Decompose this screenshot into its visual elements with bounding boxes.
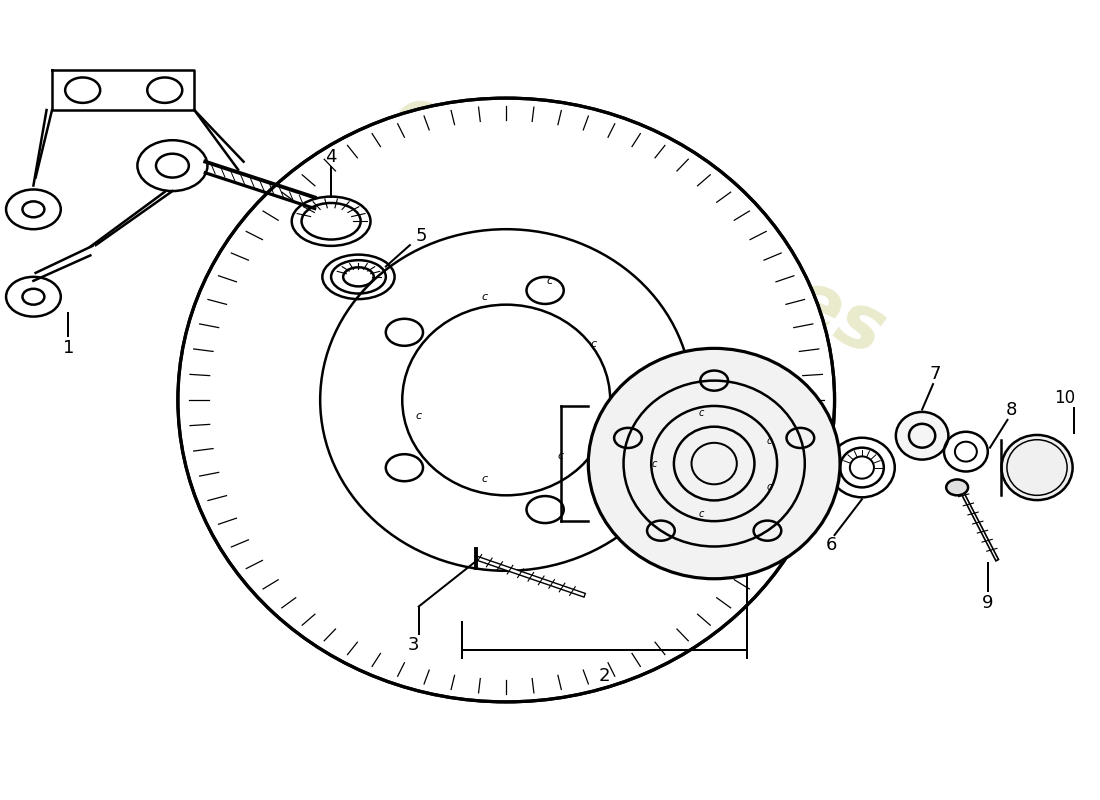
Text: c: c bbox=[767, 435, 772, 446]
Text: 7: 7 bbox=[930, 365, 940, 382]
Circle shape bbox=[946, 479, 968, 495]
Text: 6: 6 bbox=[826, 536, 837, 554]
Text: c: c bbox=[591, 339, 597, 350]
Text: c: c bbox=[547, 276, 553, 286]
Text: c: c bbox=[767, 482, 772, 491]
Text: euroPspares: euroPspares bbox=[379, 78, 896, 372]
Text: c: c bbox=[698, 510, 704, 519]
Text: 3: 3 bbox=[407, 636, 419, 654]
Text: c: c bbox=[482, 474, 487, 485]
Text: 2: 2 bbox=[600, 666, 610, 685]
Text: c: c bbox=[416, 411, 421, 421]
Text: 5: 5 bbox=[415, 227, 427, 246]
Text: c: c bbox=[558, 450, 564, 461]
Text: a passion for Parts since 1985: a passion for Parts since 1985 bbox=[406, 330, 738, 502]
Text: 9: 9 bbox=[982, 594, 993, 611]
Ellipse shape bbox=[588, 348, 840, 578]
Text: 4: 4 bbox=[326, 148, 337, 166]
Text: 10: 10 bbox=[1054, 389, 1075, 406]
Text: 1: 1 bbox=[63, 339, 74, 358]
Text: c: c bbox=[651, 458, 657, 469]
Ellipse shape bbox=[178, 98, 835, 702]
Text: 8: 8 bbox=[1006, 402, 1018, 419]
Text: c: c bbox=[698, 408, 704, 418]
Ellipse shape bbox=[895, 412, 948, 459]
Ellipse shape bbox=[1001, 435, 1072, 500]
Text: c: c bbox=[482, 292, 487, 302]
